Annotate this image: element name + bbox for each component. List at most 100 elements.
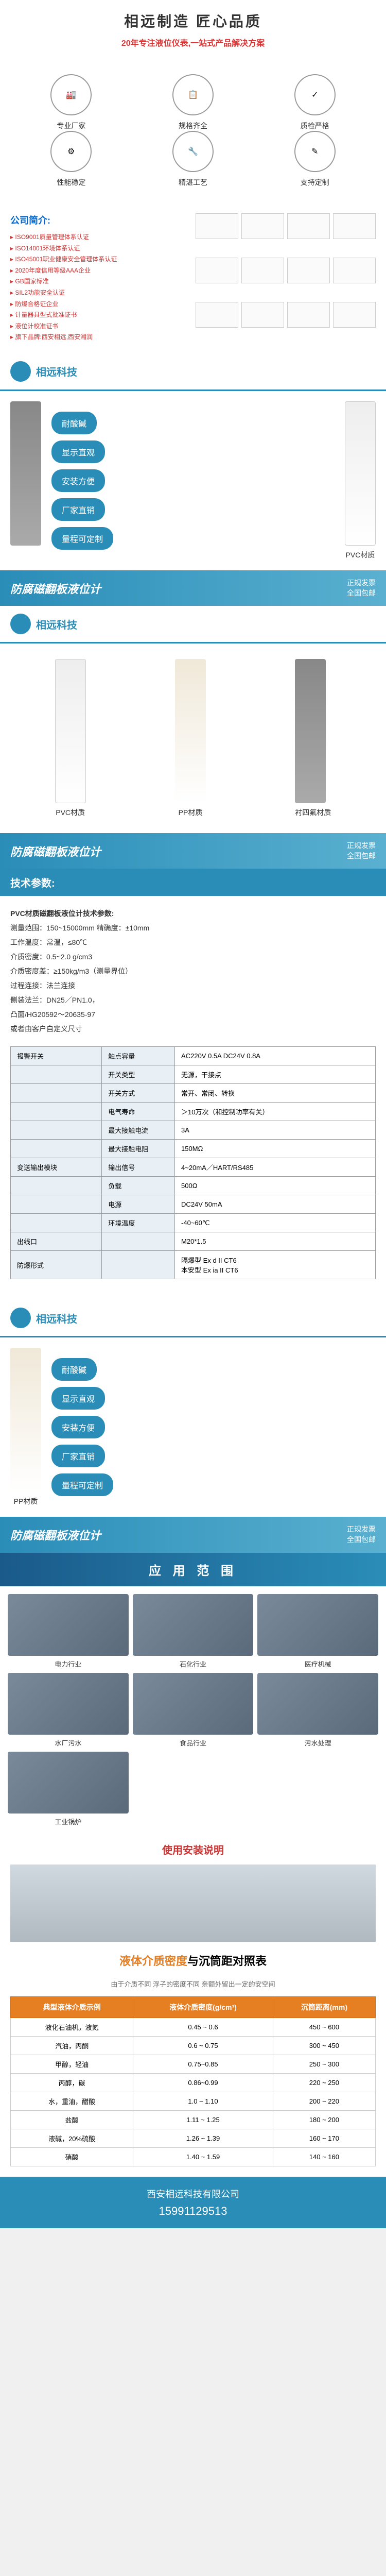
brand-name: 相远科技 <box>36 1311 77 1326</box>
tech-row: 或者由客户自定义尺寸 <box>10 1022 376 1036</box>
app-item: 水厂污水 <box>8 1673 129 1748</box>
tech-row: 介质密度差：≥150kg/m3（测量界位） <box>10 964 376 978</box>
app-item: 食品行业 <box>133 1673 254 1748</box>
certificate-thumb <box>241 258 284 283</box>
table-row: 水，重油，醋酸1.0 ~ 1.10200 ~ 220 <box>11 2092 376 2110</box>
page-footer: 西安相远科技有限公司 15991129513 <box>0 2177 386 2228</box>
quality-icon: ✓ <box>294 74 336 115</box>
brand-bar: 相远科技 <box>0 353 386 391</box>
features-row: 🏭专业厂家📋规格齐全✓质检严格⚙性能稳定🔧精湛工艺✎支持定制 <box>0 59 386 203</box>
app-item: 医疗机械 <box>257 1594 378 1669</box>
material-label: PP材质 <box>175 807 206 818</box>
gauge-image <box>10 401 41 546</box>
table-row: 出线口M20*1.5 <box>11 1232 376 1251</box>
feature-tag: 耐酸碱 <box>51 1358 97 1381</box>
tech-params-title: 技术参数: <box>0 869 386 896</box>
company-line: ▸ 旗下品牌:西安相远,西安湘润 <box>10 332 190 343</box>
table-row: 开关方式常开、常闭、转换 <box>11 1084 376 1103</box>
invoice-info: 正规发票全国包邮 <box>347 578 376 598</box>
feature-item: 📋规格齐全 <box>138 74 248 131</box>
gauge-image <box>295 659 326 803</box>
feature-tag: 显示直观 <box>51 440 105 463</box>
tech-intro: PVC材质磁翻板液位计技术参数: <box>10 906 376 921</box>
certificate-thumb <box>333 213 376 239</box>
feature-label: 精湛工艺 <box>138 177 248 188</box>
table-row: 丙醇，碳0.86~0.99220 ~ 250 <box>11 2073 376 2092</box>
page-subtitle: 20年专注液位仪表,一站式产品解决方案 <box>10 36 376 48</box>
certificate-thumb <box>196 258 238 283</box>
material-label: PVC材质 <box>345 550 376 560</box>
material-label: 衬四氟材质 <box>295 807 331 818</box>
feature-tag: 量程可定制 <box>51 1473 113 1496</box>
app-item: 电力行业 <box>8 1594 129 1669</box>
gauge-image <box>55 659 86 803</box>
material-label: PP材质 <box>10 1496 41 1506</box>
app-item: 污水处理 <box>257 1673 378 1748</box>
app-image <box>257 1673 378 1735</box>
feature-tag: 厂家直销 <box>51 1445 105 1467</box>
density-table: 典型液体介质示例液体介质密度(g/cm³)沉筒距离(mm)液化石油机，液氮0.4… <box>10 1996 376 2166</box>
certificate-thumb <box>196 213 238 239</box>
certificate-thumb <box>241 213 284 239</box>
feature-label: 规格齐全 <box>138 121 248 131</box>
density-title: 液体介质密度与沉筒距对照表 <box>0 1942 386 1979</box>
feature-label: 性能稳定 <box>16 177 126 188</box>
table-row: 最大接触电流3A <box>11 1121 376 1140</box>
table-header: 典型液体介质示例 <box>11 1996 133 2018</box>
table-row: 电气寿命＞10万次（和控制功率有关） <box>11 1103 376 1121</box>
brand-logo-icon <box>10 1308 31 1328</box>
company-line: ▸ 防爆合格证企业 <box>10 299 190 310</box>
certificate-thumb <box>287 302 330 328</box>
feature-item: ⚙ 性能稳定 <box>16 131 126 188</box>
app-image <box>133 1673 254 1735</box>
table-row: 硝酸1.40 ~ 1.59140 ~ 160 <box>11 2147 376 2166</box>
table-row: 变送输出模块输出信号4~20mA／HART/RS485 <box>11 1158 376 1177</box>
app-label: 食品行业 <box>133 1738 254 1748</box>
app-image <box>8 1594 129 1656</box>
table-row: 负载500Ω <box>11 1177 376 1195</box>
company-line: ▸ 计量器具型式批准证书 <box>10 310 190 321</box>
table-row: 报警开关触点容量AC220V 0.5A DC24V 0.8A <box>11 1047 376 1065</box>
app-image <box>257 1594 378 1656</box>
tech-row: 测量范围：150~15000mm 精确度：±10mm <box>10 921 376 935</box>
feature-label: 专业厂家 <box>16 121 126 131</box>
brand-bar: 相远科技 <box>0 606 386 643</box>
feature-item: 🔧精湛工艺 <box>138 131 248 188</box>
feature-label: 支持定制 <box>260 177 370 188</box>
feature-item: ✓ 质检严格 <box>260 74 370 131</box>
table-header: 液体介质密度(g/cm³) <box>133 1996 273 2018</box>
tech-row: 侧装法兰：DN25／PN1.0， <box>10 993 376 1007</box>
feature-item: ✎支持定制 <box>260 131 370 188</box>
stable-icon: ⚙ <box>50 131 92 172</box>
table-row: 盐酸1.11 ~ 1.25180 ~ 200 <box>11 2110 376 2129</box>
tech-row: 过程连接：法兰连接 <box>10 978 376 993</box>
company-line: ▸ ISO14001环境体系认证 <box>10 243 190 255</box>
app-label: 电力行业 <box>8 1659 129 1669</box>
app-label: 污水处理 <box>257 1738 378 1748</box>
feature-tag: 显示直观 <box>51 1387 105 1410</box>
company-line: ▸ ISO9001质量管理体系认证 <box>10 232 190 243</box>
brand-logo-icon <box>10 361 31 382</box>
app-label: 工业锅炉 <box>8 1817 129 1826</box>
company-line: ▸ 2020年度信用等级AAA企业 <box>10 265 190 277</box>
feature-tag: 量程可定制 <box>51 527 113 550</box>
gauge-image-pp <box>10 1348 41 1492</box>
applications-title: 应 用 范 围 <box>0 1553 386 1586</box>
feature-label: 质检严格 <box>260 121 370 131</box>
certificate-thumb <box>333 258 376 283</box>
certificate-thumb <box>287 213 330 239</box>
tech-row: 介质密度：0.5~2.0 g/cm3 <box>10 950 376 964</box>
brand-bar: 相远科技 <box>0 1300 386 1337</box>
tech-row: 凸面/HG20592～20635-97 <box>10 1007 376 1022</box>
certificate-thumb <box>196 302 238 328</box>
feature-tag: 厂家直销 <box>51 498 105 521</box>
product-title: 防腐磁翻板液位计 <box>10 1527 101 1543</box>
invoice-info: 正规发票全国包邮 <box>347 841 376 861</box>
table-row: 电源DC24V 50mA <box>11 1195 376 1214</box>
company-title: 公司简介: <box>10 213 190 227</box>
table-row: 环境温度-40~60℃ <box>11 1214 376 1232</box>
material-label: PVC材质 <box>55 807 86 818</box>
table-header: 沉筒距离(mm) <box>273 1996 375 2018</box>
feature-tag: 安装方便 <box>51 1416 105 1438</box>
brand-name: 相远科技 <box>36 364 77 379</box>
